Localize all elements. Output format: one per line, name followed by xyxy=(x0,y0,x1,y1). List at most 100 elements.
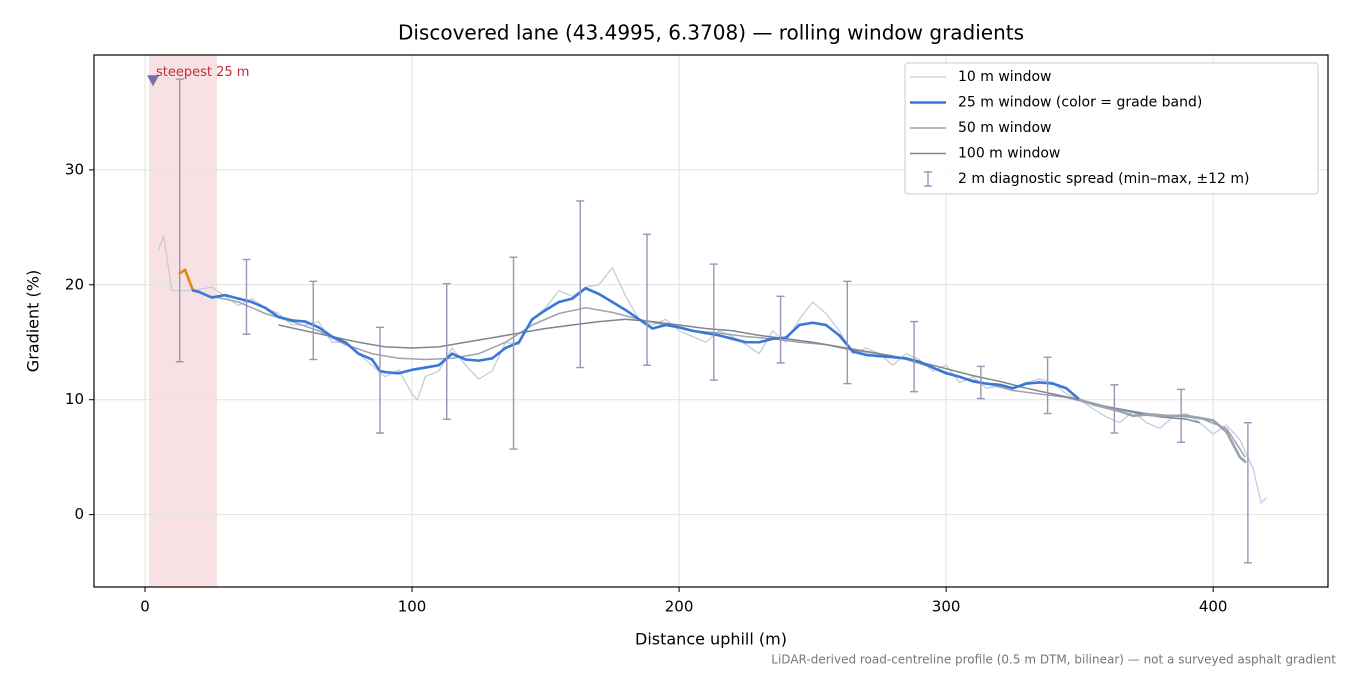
line-segment xyxy=(397,368,414,375)
line-segment xyxy=(464,358,481,362)
line-segment xyxy=(1238,455,1247,464)
legend-box xyxy=(904,62,1319,195)
line-segment xyxy=(611,300,627,312)
line-segment xyxy=(851,350,868,357)
line-segment xyxy=(504,340,521,350)
line-segment xyxy=(797,321,814,327)
line-segment xyxy=(1105,406,1122,413)
line-segment xyxy=(317,326,334,338)
line-segment xyxy=(1131,413,1148,418)
line-segment xyxy=(757,337,774,344)
line-segment xyxy=(891,355,908,360)
y-tick-label: 0 xyxy=(74,505,84,523)
line-segment xyxy=(731,337,748,344)
line-segment xyxy=(490,346,507,360)
line-segment xyxy=(864,353,881,358)
line-segment xyxy=(530,308,547,321)
legend-label: 50 m window xyxy=(958,120,1051,136)
line-segment xyxy=(651,323,668,330)
y-tick-label: 10 xyxy=(65,390,84,408)
line-segment xyxy=(570,286,587,300)
line-segment xyxy=(677,326,694,333)
x-tick-label: 400 xyxy=(1199,598,1228,616)
line-segment xyxy=(290,319,307,323)
line-segment xyxy=(1078,398,1095,406)
chart-title: Discovered lane (43.4995, 6.3708) — roll… xyxy=(398,21,1024,45)
line-segment xyxy=(424,363,441,369)
line-segment xyxy=(1145,413,1162,418)
line-segment xyxy=(971,380,988,385)
line-segment xyxy=(998,383,1015,390)
line-segment xyxy=(384,370,400,375)
line-segment xyxy=(263,306,280,319)
line-segment xyxy=(1185,414,1202,420)
x-axis-label: Distance uphill (m) xyxy=(635,630,787,649)
line-segment xyxy=(343,340,360,356)
line-segment xyxy=(811,321,828,327)
line-segment xyxy=(277,315,294,322)
x-tick-label: 0 xyxy=(140,598,150,616)
y-axis-label: Gradient (%) xyxy=(24,270,43,372)
line-segment xyxy=(944,371,961,379)
line-segment xyxy=(824,323,841,337)
line-segment xyxy=(183,268,195,292)
line-segment xyxy=(330,335,347,344)
footnote: LiDAR-derived road-centreline profile (0… xyxy=(771,653,1336,667)
line-segment xyxy=(517,317,534,344)
line-segment xyxy=(437,352,454,367)
legend-label: 2 m diagnostic spread (min–max, ±12 m) xyxy=(958,171,1249,187)
line-segment xyxy=(1064,386,1081,402)
line-segment xyxy=(1225,430,1242,459)
line-segment xyxy=(1051,382,1068,390)
line-segment xyxy=(1024,381,1041,385)
line-segment xyxy=(250,300,267,310)
legend-label: 100 m window xyxy=(958,146,1060,162)
line-segment xyxy=(784,323,801,339)
y-tick-label: 20 xyxy=(65,275,84,293)
line-segment xyxy=(1011,382,1028,390)
line-segment xyxy=(303,320,320,329)
x-tick-label: 100 xyxy=(398,598,427,616)
plot-frame xyxy=(93,54,1329,588)
line-segment xyxy=(904,357,921,364)
line-segment xyxy=(544,300,561,312)
line-segment xyxy=(637,317,654,330)
x-tick-label: 300 xyxy=(932,598,961,616)
line-segment xyxy=(597,292,614,304)
line-segment xyxy=(958,375,975,383)
line xyxy=(278,318,1200,424)
legend-label: 10 m window xyxy=(958,69,1051,85)
line-segment xyxy=(1211,419,1228,434)
line-segment xyxy=(717,334,734,341)
x-tick-label: 200 xyxy=(665,598,694,616)
y-tick-label: 30 xyxy=(65,160,84,178)
line-segment xyxy=(410,366,427,372)
line xyxy=(211,295,1246,458)
line-segment xyxy=(771,336,788,341)
line-segment xyxy=(1038,381,1055,385)
line-segment xyxy=(838,334,854,353)
line-segment xyxy=(370,358,382,373)
annotation-marker xyxy=(147,75,160,87)
line xyxy=(157,234,1268,504)
line-segment xyxy=(1091,403,1108,410)
line-segment xyxy=(1198,416,1215,422)
legend-label: 25 m window (color = grade band) xyxy=(958,95,1202,111)
line-segment xyxy=(624,308,641,321)
line-segment xyxy=(223,293,240,300)
line-segment xyxy=(931,366,948,375)
line-segment xyxy=(237,297,254,304)
line-segment xyxy=(210,293,227,299)
line-segment xyxy=(691,329,708,335)
line-segment xyxy=(984,382,1001,387)
line-segment xyxy=(878,354,895,359)
line-segment xyxy=(664,323,681,329)
line-segment xyxy=(477,357,494,362)
annotation-label: steepest 25 m xyxy=(156,65,249,80)
line-segment xyxy=(704,331,721,337)
line-segment xyxy=(450,352,467,361)
highlight-span xyxy=(149,55,218,587)
line-segment xyxy=(357,352,374,361)
line-segment xyxy=(557,297,574,304)
